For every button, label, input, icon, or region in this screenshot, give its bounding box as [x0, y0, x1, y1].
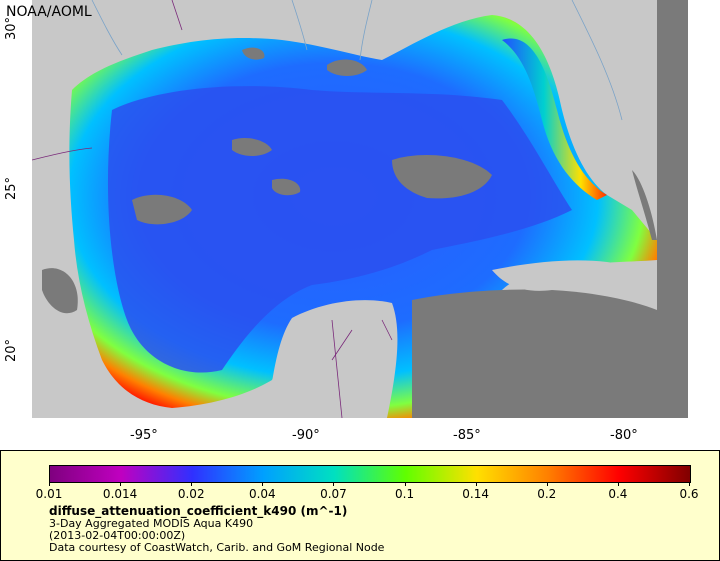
map-frame: NOAA/AOML 30° 25° 20° -95° -90° -85° -80… [4, 0, 688, 443]
florida-shelf [502, 38, 607, 200]
colorbar-tick-mark [689, 482, 690, 486]
lon-tick-95: -95° [130, 428, 158, 443]
legend-courtesy: Data courtesy of CoastWatch, Carib. and … [49, 541, 385, 554]
colorbar-tick-label: 0.014 [102, 487, 138, 501]
colorbar-tick-label: 0.07 [320, 487, 347, 501]
credit-label: NOAA/AOML [6, 4, 92, 20]
colorbar-tick-label: 0.04 [248, 487, 276, 501]
nodata-strip [657, 0, 688, 418]
colorbar-tick-mark [617, 482, 619, 486]
colorbar-tick-label: 0.14 [462, 487, 490, 501]
colorbar-tick-mark [475, 482, 477, 486]
lon-tick-80: -80° [610, 428, 638, 443]
colorbar-tick-label: 0.01 [35, 487, 63, 501]
colorbar-tick-label: 0.4 [608, 487, 628, 501]
rivers [91, 0, 623, 121]
colorbar-tick-label: 0.02 [177, 487, 205, 501]
colorbar-tick-mark [333, 482, 335, 486]
legend-panel: 0.01 0.014 0.02 0.04 0.07 0.1 0.14 0.2 0.4 0.6 di… [0, 450, 720, 561]
colorbar-tick-label: 0.1 [395, 487, 415, 501]
colorbar-tick-mark [546, 482, 548, 486]
colorbar [49, 465, 691, 483]
lat-tick-30: 30° [4, 16, 19, 40]
political-borders [32, 0, 393, 418]
lat-tick-20: 20° [4, 338, 19, 362]
lon-tick-85: -85° [453, 428, 481, 443]
colorbar-tick-mark [262, 482, 264, 486]
colorbar-tick-label: 0.6 [679, 487, 699, 501]
colorbar-tick-mark [404, 482, 406, 486]
map-area [32, 0, 688, 418]
colorbar-tick-mark [191, 482, 193, 486]
legend-date: (2013-02-04T00:00:00Z) [49, 529, 186, 542]
map-image [32, 0, 688, 418]
legend-product: 3-Day Aggregated MODIS Aqua K490 [49, 517, 254, 530]
colorbar-tick-mark [49, 482, 50, 486]
nodata-patches [42, 47, 657, 418]
lat-tick-25: 25° [4, 176, 19, 200]
cuba [492, 260, 657, 291]
colorbar-tick-mark [120, 482, 122, 486]
lon-tick-90: -90° [292, 428, 320, 443]
legend-variable: diffuse_attenuation_coefficient_k490 (m^… [49, 504, 348, 518]
colorbar-tick-label: 0.2 [537, 487, 557, 501]
deep-water [107, 86, 572, 373]
